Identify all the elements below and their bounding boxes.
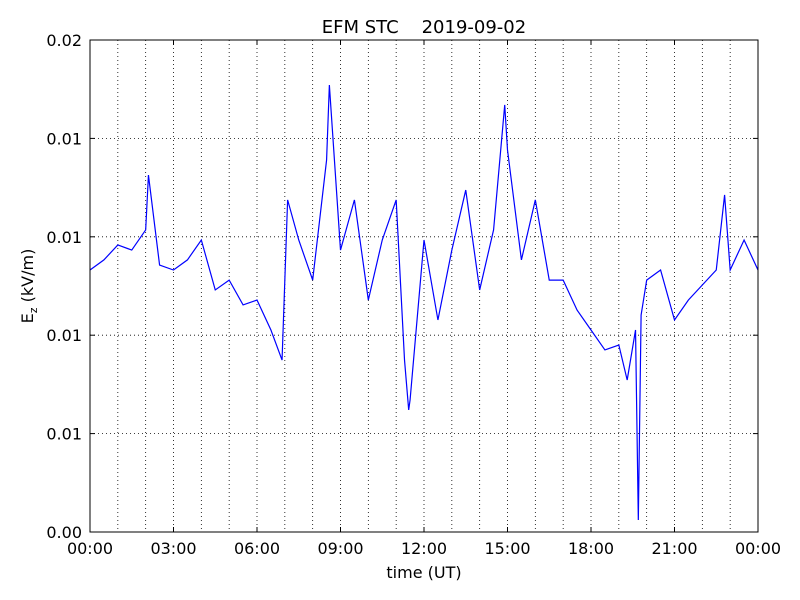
x-tick-label: 12:00 xyxy=(401,539,447,558)
y-tick-label: 0.01 xyxy=(46,129,82,148)
x-tick-label: 06:00 xyxy=(234,539,280,558)
y-axis-label: Ez (kV/m) xyxy=(18,249,40,324)
y-label-rest: (kV/m) xyxy=(18,249,37,308)
plot-frame xyxy=(89,39,759,533)
data-line xyxy=(89,84,759,520)
x-axis-label: time (UT) xyxy=(386,563,461,582)
y-label-sub: z xyxy=(27,307,40,313)
y-tick-label: 0.00 xyxy=(46,523,82,542)
x-tick-label: 09:00 xyxy=(317,539,363,558)
x-tick-label: 15:00 xyxy=(484,539,530,558)
chart-title: EFM STC 2019-09-02 xyxy=(322,17,526,38)
x-tick-label: 18:00 xyxy=(568,539,614,558)
y-tick-label: 0.01 xyxy=(46,228,82,247)
x-tick-label: 21:00 xyxy=(651,539,697,558)
y-tick-label: 0.01 xyxy=(46,326,82,345)
x-tick-label: 03:00 xyxy=(150,539,196,558)
y-tick-label: 0.02 xyxy=(46,31,82,50)
y-tick-label: 0.01 xyxy=(46,425,82,444)
x-tick-label: 00:00 xyxy=(735,539,781,558)
y-label-base: E xyxy=(18,313,37,323)
x-tick-label: 00:00 xyxy=(67,539,113,558)
